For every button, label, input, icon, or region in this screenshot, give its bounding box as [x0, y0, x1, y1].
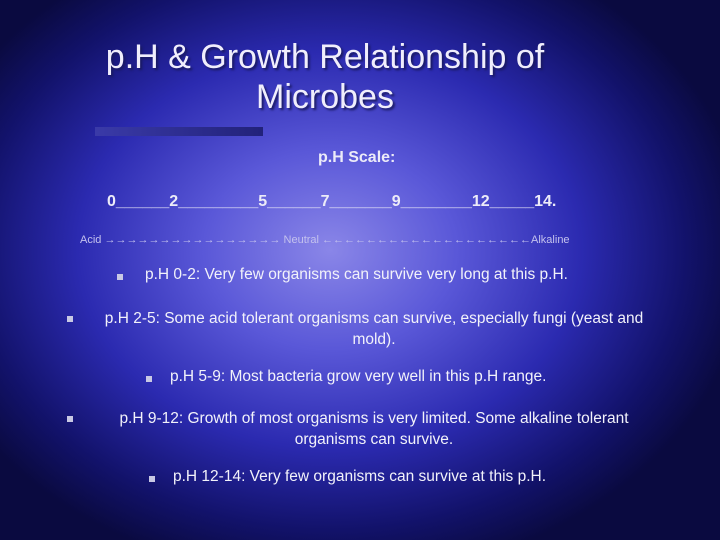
scale-line: 0______2_________5______7_______9_______…: [107, 193, 557, 210]
bullet-text: p.H 9-12: Growth of most organisms is ve…: [119, 410, 629, 448]
bullet-marker: [149, 476, 155, 482]
arrow-line: Acid →→→→→→→→→→→→→→→→ Neutral ←←←←←←←←←←…: [80, 234, 570, 246]
bullet-text: p.H 0-2: Very few organisms can survive …: [145, 266, 568, 283]
title-line: p.H & Growth Relationship of: [105, 38, 545, 76]
scale-heading: p.H Scale:: [318, 149, 396, 166]
bullet-marker: [67, 316, 73, 322]
title-line: Microbes: [256, 78, 394, 116]
title-bar: [95, 127, 263, 136]
bullet-marker: [146, 376, 152, 382]
bullet-marker: [117, 274, 123, 280]
bullet-text: p.H 12-14: Very few organisms can surviv…: [173, 468, 547, 485]
bullet-text: p.H 2-5: Some acid tolerant organisms ca…: [104, 310, 644, 348]
bullet-text: p.H 5-9: Most bacteria grow very well in…: [170, 368, 547, 385]
bullet-marker: [67, 416, 73, 422]
